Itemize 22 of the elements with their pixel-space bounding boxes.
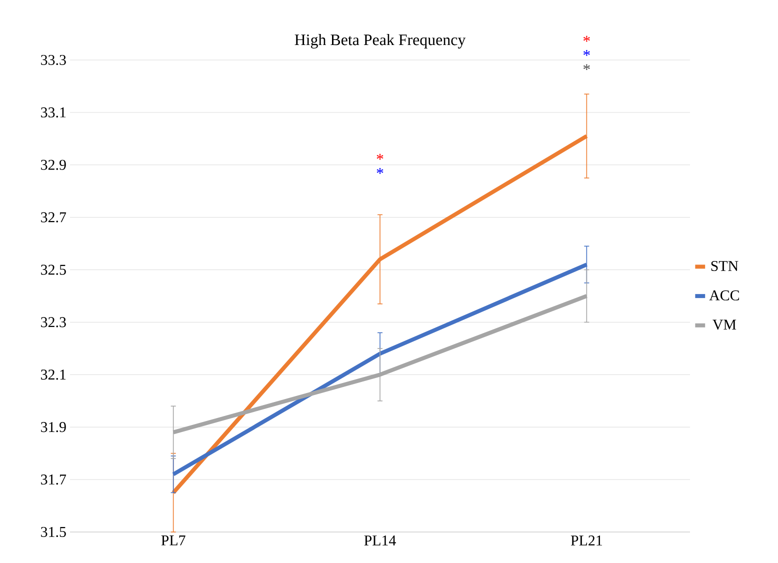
annotation: * — [376, 154, 384, 160]
y-tick-label: 32.1 — [41, 370, 66, 380]
text: * — [583, 36, 590, 42]
y-tick-label: 33.1 — [41, 107, 66, 118]
annotation: * — [583, 64, 590, 70]
legend-label: VM — [712, 320, 736, 330]
x-tick-label: PL14 — [364, 536, 396, 546]
text: * — [583, 50, 590, 56]
y-tick-label: 31.9 — [41, 422, 66, 432]
y-tick-label: 32.5 — [41, 264, 66, 275]
y-tick-label: 33.3 — [41, 54, 66, 66]
legend-label: ACC — [709, 290, 740, 300]
annotation: * — [376, 168, 384, 174]
y-tick-label: 31.7 — [41, 474, 66, 485]
y-tick-label: 32.3 — [41, 317, 66, 328]
y-tick-label: 32.7 — [41, 212, 66, 222]
legend-label: STN — [711, 260, 738, 272]
chart-title: High Beta Peak Frequency — [294, 34, 466, 48]
x-tick-label: PL7 — [161, 536, 186, 546]
y-tick-label: 32.9 — [41, 160, 66, 170]
x-tick-label: PL21 — [570, 536, 602, 546]
y-tick-label: 31.5 — [41, 526, 66, 538]
